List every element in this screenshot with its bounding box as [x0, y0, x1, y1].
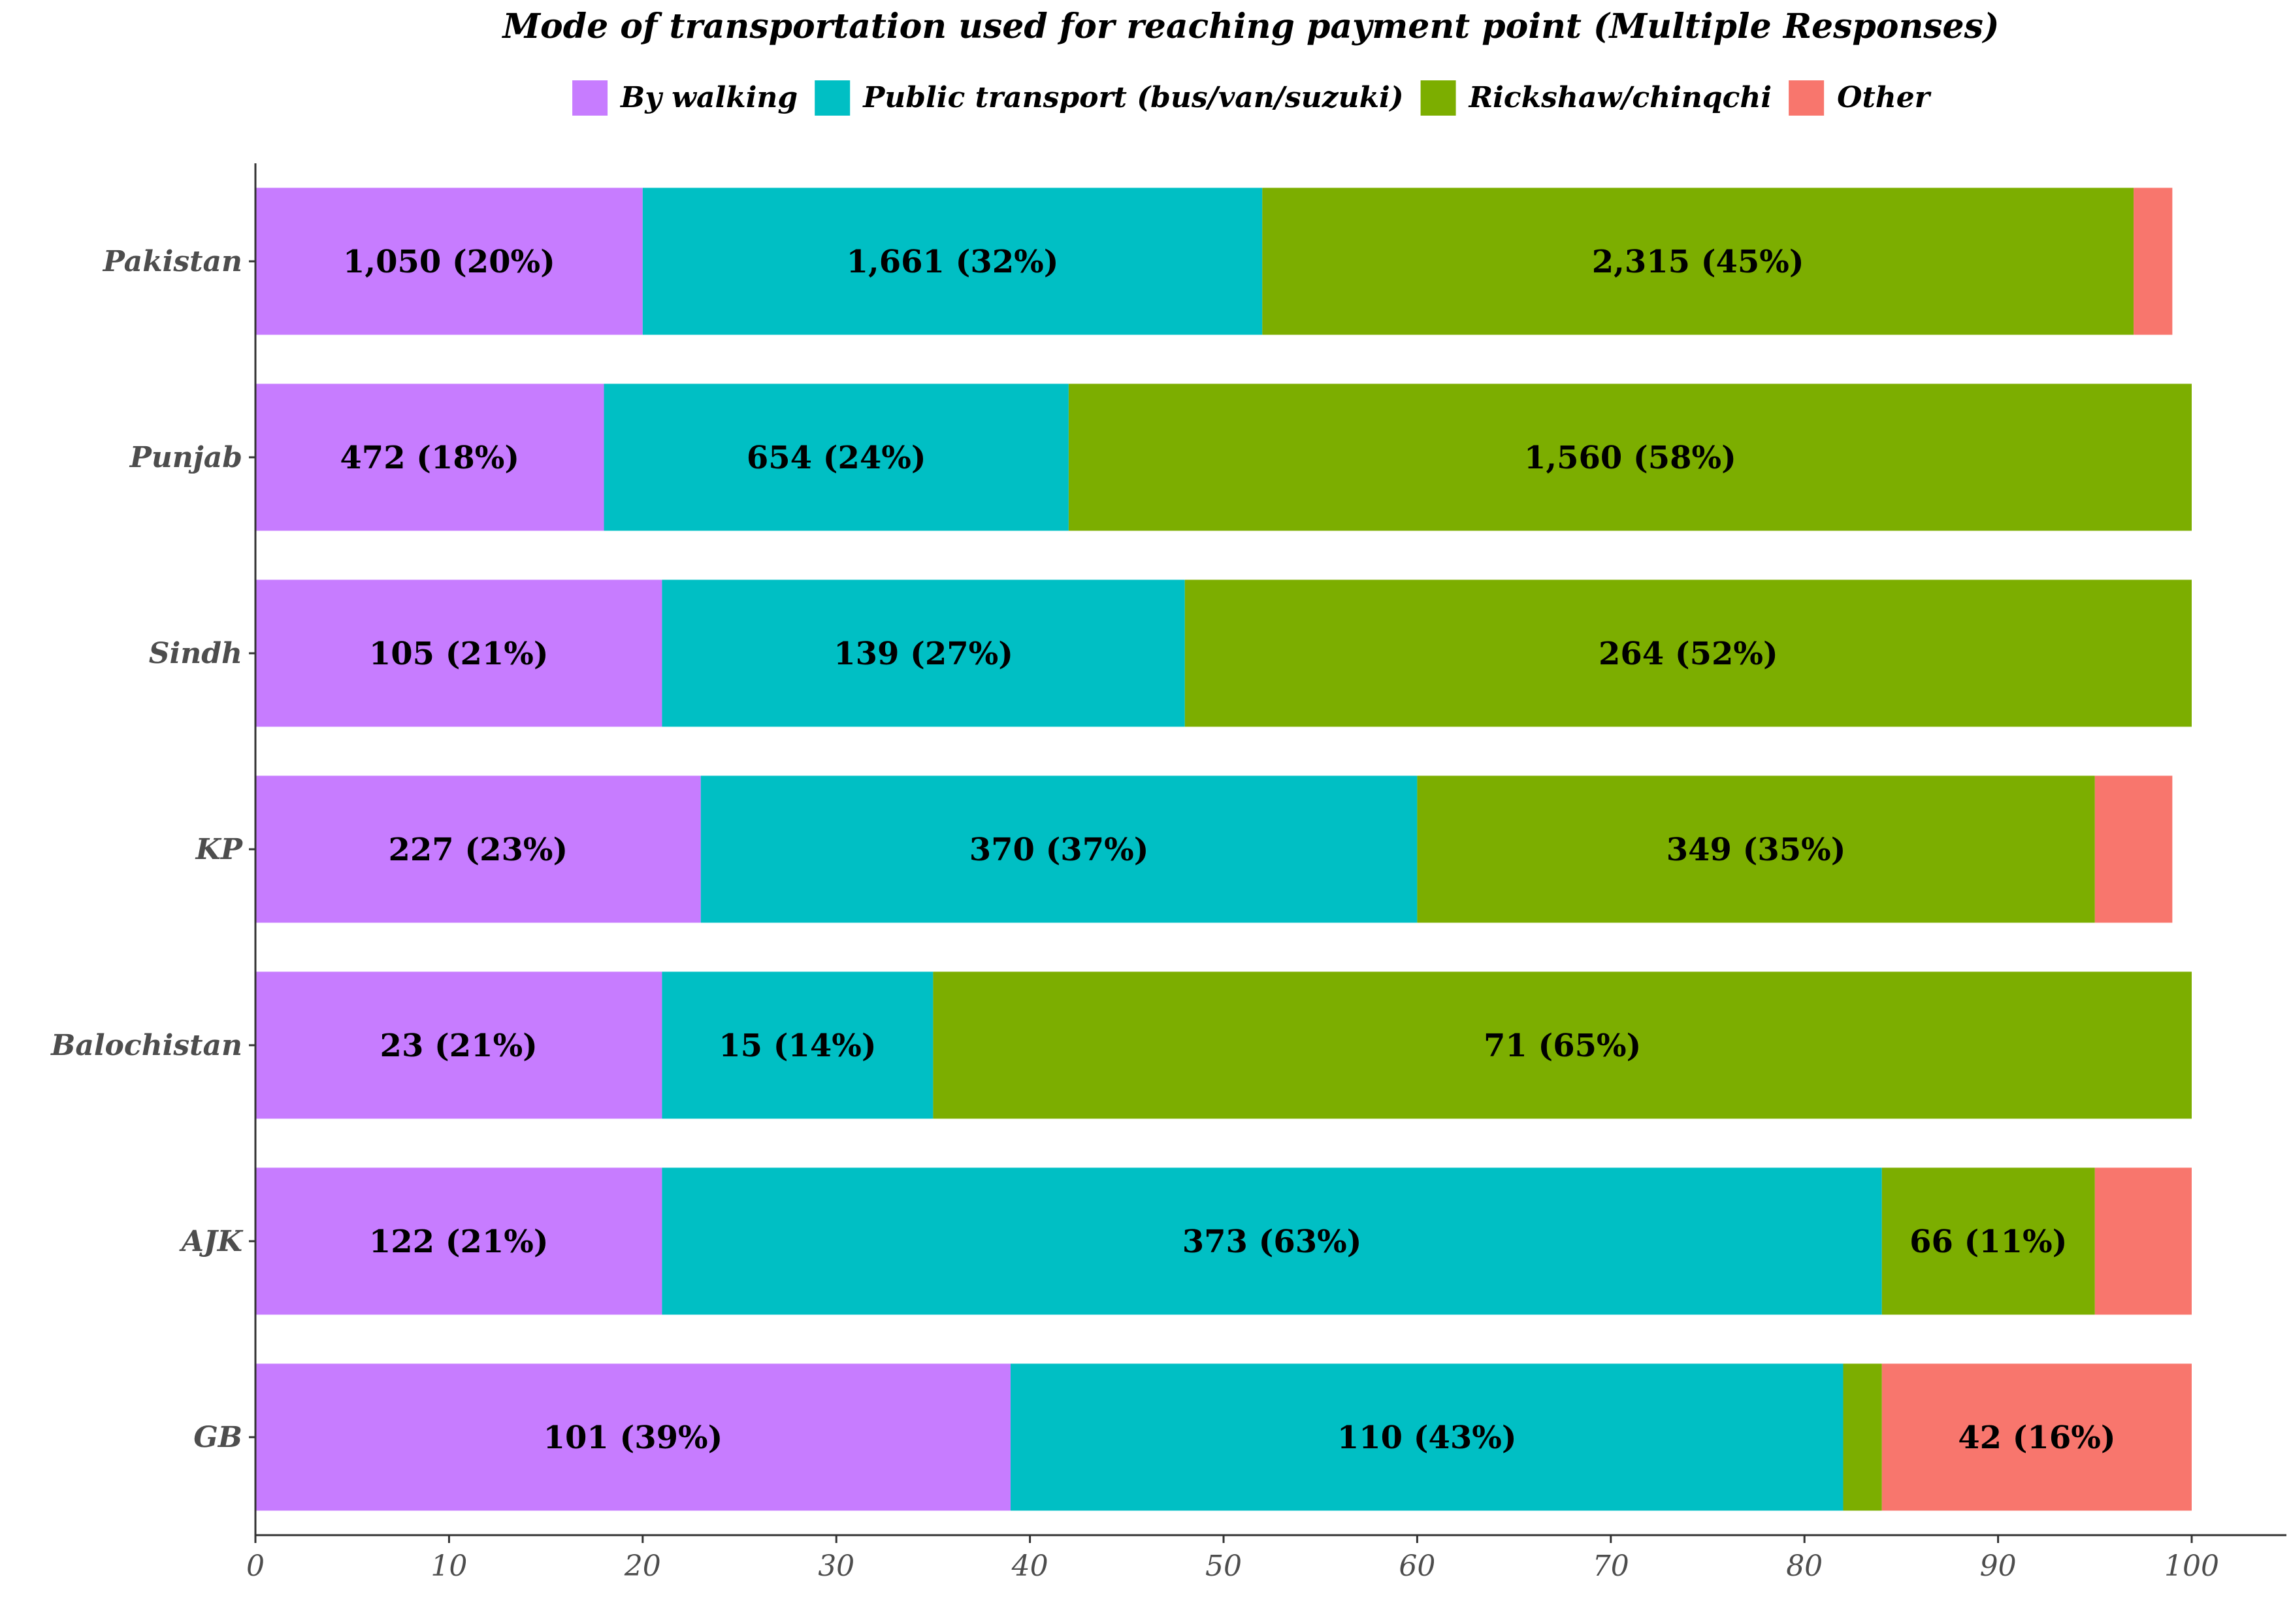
legend-swatch [1420, 80, 1456, 116]
category-label: Sindh [149, 637, 242, 670]
bar-segment [2094, 775, 2173, 923]
bar-segment [255, 383, 604, 531]
category-label: GB [193, 1421, 242, 1454]
x-tick-label: 70 [1593, 1550, 1629, 1583]
data-label: 139 (27%) [834, 636, 1013, 672]
legend-label: By walking [619, 81, 798, 114]
bars [255, 187, 2192, 1511]
bar-segment [604, 383, 1069, 531]
bar-segment [700, 775, 1418, 923]
data-label: 110 (43%) [1337, 1420, 1517, 1456]
legend-swatch [572, 80, 608, 116]
bar-segment [1881, 1167, 2095, 1315]
x-tick-label: 10 [431, 1550, 467, 1583]
bar-segment [255, 579, 662, 727]
category-label: Punjab [129, 441, 242, 474]
data-label: 1,560 (58%) [1524, 440, 1736, 476]
axes: Pakistan Punjab Sindh KP Balochistan AJK GB 0 10… [50, 163, 2286, 1583]
bar-segment [255, 971, 662, 1119]
bar-segment [1881, 1363, 2192, 1511]
category-label: Balochistan [50, 1029, 242, 1062]
bar-segment [2134, 187, 2173, 335]
data-label: 2,315 (45%) [1592, 244, 1804, 280]
legend-label: Rickshaw/chinqchi [1468, 81, 1772, 114]
x-tick-label: 50 [1205, 1550, 1242, 1583]
data-label: 122 (21%) [369, 1224, 549, 1260]
category-label: KP [195, 833, 244, 866]
data-label: 15 (14%) [719, 1028, 876, 1064]
data-label: 654 (24%) [747, 440, 926, 476]
x-tick-label: 30 [818, 1550, 854, 1583]
bar-segment [255, 1167, 662, 1315]
bar-segment [2094, 1167, 2192, 1315]
data-label: 264 (52%) [1599, 636, 1778, 672]
x-tick-label: 60 [1399, 1550, 1435, 1583]
data-label: 472 (18%) [340, 440, 519, 476]
x-tick-label: 0 [246, 1550, 265, 1583]
bar-segment [255, 187, 643, 335]
bar-segment [1843, 1363, 1882, 1511]
bar-segment [662, 1167, 1882, 1315]
bar-segment [933, 971, 2192, 1119]
legend-label: Public transport (bus/van/suzuki) [862, 81, 1403, 114]
x-tick-label: 20 [624, 1550, 661, 1583]
data-label: 373 (63%) [1182, 1224, 1362, 1260]
bar-segment [662, 579, 1185, 727]
bar-segment [1068, 383, 2192, 531]
legend-swatch [815, 80, 851, 116]
data-label: 1,050 (20%) [343, 244, 555, 280]
bar-segment [1184, 579, 2192, 727]
data-label: 66 (11%) [1909, 1224, 2067, 1260]
legend-label: Other [1837, 81, 1932, 114]
data-label: 1,661 (32%) [847, 244, 1059, 280]
x-tick-label: 80 [1786, 1550, 1823, 1583]
bar-segment [1417, 775, 2095, 923]
bar-segment [1010, 1363, 1844, 1511]
data-label: 349 (35%) [1666, 832, 1846, 868]
data-label: 101 (39%) [544, 1420, 723, 1456]
data-label: 227 (23%) [388, 832, 568, 868]
bar-segment [255, 775, 701, 923]
x-tick-label: 100 [2164, 1550, 2219, 1583]
category-label: AJK [179, 1225, 244, 1258]
bar-segment [1262, 187, 2134, 335]
data-label: 42 (16%) [1958, 1420, 2115, 1456]
data-label: 23 (21%) [380, 1028, 538, 1064]
data-label: 370 (37%) [969, 832, 1149, 868]
bar-segment [662, 971, 934, 1119]
data-label: 71 (65%) [1484, 1028, 1641, 1064]
bar-labels: 1,050 (20%) 1,661 (32%) 2,315 (45%) 472 (18… [340, 244, 2115, 1456]
x-tick-label: 40 [1011, 1550, 1048, 1583]
legend: By walking Public transport (bus/van/suzu… [572, 80, 1932, 116]
category-label: Pakistan [102, 245, 242, 278]
bar-segment [642, 187, 1263, 335]
legend-swatch [1789, 80, 1825, 116]
chart-title: Mode of transportation used for reaching… [502, 7, 2000, 46]
bar-segment [255, 1363, 1011, 1511]
x-tick-label: 90 [1980, 1550, 2017, 1583]
data-label: 105 (21%) [369, 636, 549, 672]
